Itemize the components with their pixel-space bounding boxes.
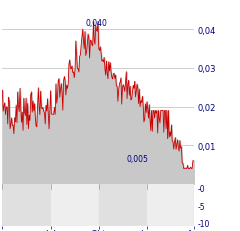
- Text: 0,005: 0,005: [126, 154, 148, 163]
- Bar: [2, 184, 51, 226]
- Bar: [99, 184, 147, 226]
- Text: 0,040: 0,040: [85, 19, 107, 28]
- Bar: [51, 184, 99, 226]
- Bar: [147, 184, 194, 226]
